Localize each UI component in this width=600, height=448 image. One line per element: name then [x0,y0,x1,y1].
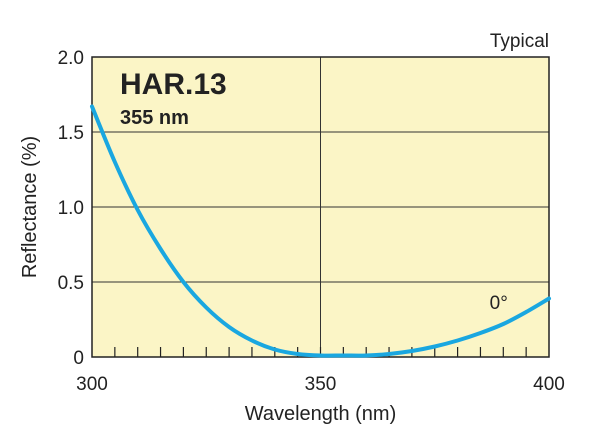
series-group: 0° [90,104,551,358]
chart-subtitle: 355 nm [120,107,189,129]
x-tick-label: 400 [533,374,565,395]
y-tick-label: 1.0 [58,198,84,219]
series-line [90,104,551,358]
series-label: 0° [490,293,508,314]
x-tick-label: 350 [305,374,337,395]
grid-lines [92,57,549,357]
chart-title: HAR.13 [120,68,227,101]
y-axis-title: Reflectance (%) [19,136,41,278]
x-tick-labels: 300 350 400 [76,374,565,395]
y-tick-labels: 0 0.5 1.0 1.5 2.0 [58,48,84,369]
minor-ticks [114,347,527,357]
y-tick-label: 2.0 [58,48,84,69]
y-tick-label: 0 [73,348,84,369]
y-tick-label: 0.5 [58,273,84,294]
y-tick-label: 1.5 [58,123,84,144]
typical-note: Typical [490,31,549,52]
x-axis-title: Wavelength (nm) [245,403,397,425]
x-tick-label: 300 [76,374,108,395]
